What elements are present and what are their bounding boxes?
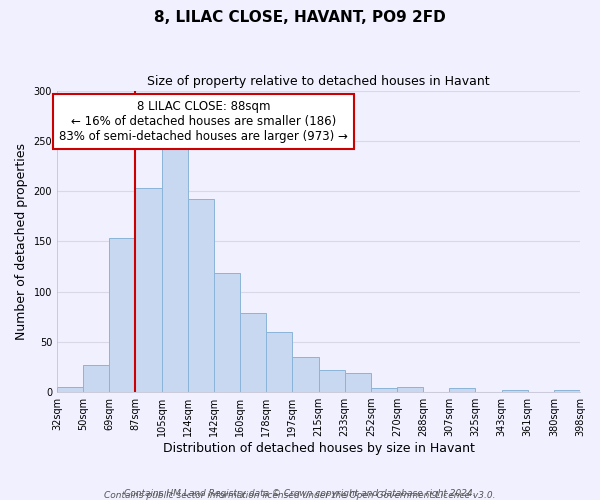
Bar	[266, 332, 292, 392]
Bar	[344, 373, 371, 392]
Bar	[449, 388, 475, 392]
Text: Contains HM Land Registry data © Crown copyright and database right 2024.: Contains HM Land Registry data © Crown c…	[124, 488, 476, 498]
Title: Size of property relative to detached houses in Havant: Size of property relative to detached ho…	[147, 75, 490, 88]
Bar	[292, 357, 319, 392]
Text: 8, LILAC CLOSE, HAVANT, PO9 2FD: 8, LILAC CLOSE, HAVANT, PO9 2FD	[154, 10, 446, 25]
Text: Contains public sector information licensed under the Open Government Licence v3: Contains public sector information licen…	[104, 491, 496, 500]
Bar	[397, 387, 423, 392]
X-axis label: Distribution of detached houses by size in Havant: Distribution of detached houses by size …	[163, 442, 475, 455]
Bar	[502, 390, 528, 392]
Bar	[554, 390, 580, 392]
Bar	[188, 199, 214, 392]
Bar	[136, 188, 161, 392]
Text: 8 LILAC CLOSE: 88sqm
← 16% of detached houses are smaller (186)
83% of semi-deta: 8 LILAC CLOSE: 88sqm ← 16% of detached h…	[59, 100, 348, 142]
Bar	[214, 274, 240, 392]
Bar	[240, 312, 266, 392]
Bar	[83, 365, 109, 392]
Bar	[109, 238, 136, 392]
Bar	[371, 388, 397, 392]
Y-axis label: Number of detached properties: Number of detached properties	[15, 143, 28, 340]
Bar	[319, 370, 344, 392]
Bar	[161, 141, 188, 392]
Bar	[57, 387, 83, 392]
